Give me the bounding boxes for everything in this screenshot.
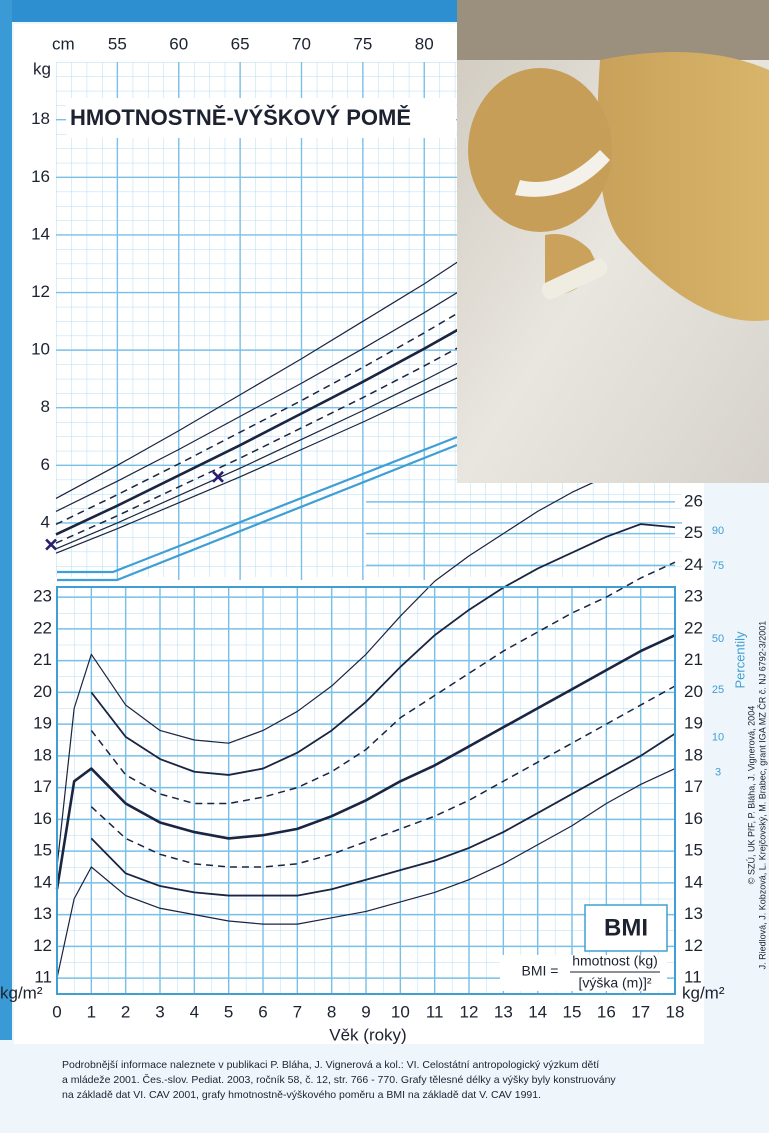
chart: HMOTNOSTNĚ-VÝŠKOVÝ POMĚ cm kg BMI BMI = …: [0, 0, 769, 1133]
credit-line: © SZÚ, UK PřF, P. Bláha, J. Vignerová, 2…: [746, 706, 756, 884]
y2-tick-label: 26: [684, 491, 703, 510]
x-tick-label: 70: [292, 34, 311, 53]
photo: [457, 0, 769, 483]
legend-label: 75: [712, 560, 724, 572]
x-tick-label: 4: [190, 1002, 199, 1021]
legend-label: 50: [712, 633, 724, 645]
page-body: {"chart_data": [ {"type": "line", "title…: [0, 0, 769, 1133]
formula-numerator: hmotnost (kg): [572, 953, 658, 969]
formula-left: BMI =: [522, 963, 559, 979]
y-tick-label: 4: [41, 512, 50, 531]
legend-label: 25: [712, 684, 724, 696]
x-tick-label: 2: [121, 1002, 130, 1021]
y2-tick-label: 15: [684, 841, 703, 860]
x-tick-label: 65: [231, 34, 250, 53]
x-tick-label: 10: [391, 1002, 410, 1021]
x-axis-unit: cm: [52, 34, 75, 53]
formula-denominator: [výška (m)]²: [578, 975, 651, 991]
y-tick-label: 16: [31, 167, 50, 186]
x-tick-label: 9: [361, 1002, 370, 1021]
x-tick-label: 1: [87, 1002, 96, 1021]
y-tick-label: 20: [33, 682, 52, 701]
x-tick-label: 5: [224, 1002, 233, 1021]
y-tick-label: 8: [41, 397, 50, 416]
x-tick-label: 11: [426, 1002, 444, 1021]
y2-tick-label: 25: [684, 523, 703, 542]
x-tick-label: 0: [52, 1002, 61, 1021]
y-tick-label: 13: [33, 904, 52, 923]
bmi-title: BMI: [604, 914, 648, 941]
x-tick-label: 75: [353, 34, 372, 53]
x-tick-label: 80: [415, 34, 434, 53]
legend-label: 3: [715, 766, 721, 778]
x-tick-label: 18: [666, 1002, 685, 1021]
page: Growth chart html, body { margin: 0; pad…: [0, 0, 769, 1133]
legend-label: 10: [712, 732, 724, 744]
footnote-line: a mládeže 2001. Čes.-slov. Pediat. 2003,…: [62, 1073, 616, 1086]
y-tick-label: 12: [31, 282, 50, 301]
y-tick-label: 16: [33, 809, 52, 828]
photo-head: [468, 68, 612, 232]
y2-tick-label: 14: [684, 872, 703, 891]
y-tick-label: 19: [33, 714, 52, 733]
y2-tick-label: 16: [684, 809, 703, 828]
y-tick-label: 10: [31, 340, 50, 359]
y2-tick-label: 12: [684, 936, 703, 955]
y-tick-label: 18: [33, 745, 52, 764]
x-tick-label: 17: [631, 1002, 650, 1021]
x-tick-label: 60: [169, 34, 188, 53]
y-tick-label: 17: [33, 777, 52, 796]
x-tick-label: 15: [563, 1002, 582, 1021]
y2-tick-label: 18: [684, 745, 703, 764]
y2-tick-label: 23: [684, 587, 703, 606]
y-tick-label: 23: [33, 587, 52, 606]
x-tick-label: 12: [460, 1002, 479, 1021]
y2-tick-label: 11: [684, 968, 702, 987]
x-tick-label: 16: [597, 1002, 616, 1021]
percentile-title: Percentily: [732, 631, 747, 689]
y2-tick-label: 21: [684, 650, 703, 669]
y2-tick-label: 19: [684, 714, 703, 733]
y-tick-label: 15: [33, 841, 52, 860]
x-tick-label: 3: [155, 1002, 164, 1021]
y-tick-label: 6: [41, 455, 50, 474]
y-tick-label: 11: [34, 968, 52, 987]
footnote-line: na základě dat VI. CAV 2001, grafy hmotn…: [62, 1089, 541, 1101]
left-strip: [0, 0, 12, 1040]
y2-tick-label: 20: [684, 682, 703, 701]
x-tick-label: 14: [528, 1002, 547, 1021]
credit-line: J. Riedlová, J. Kobzová, L. Krejčovský, …: [757, 621, 767, 970]
y-tick-label: 14: [31, 224, 50, 243]
y-tick-label: 18: [31, 109, 50, 128]
y-tick-label: 22: [33, 618, 52, 637]
footnote-line: Podrobnější informace naleznete v publik…: [62, 1059, 599, 1071]
photo-wall: [457, 0, 769, 60]
top-title: HMOTNOSTNĚ-VÝŠKOVÝ POMĚ: [70, 105, 411, 130]
x-tick-label: 13: [494, 1002, 513, 1021]
bmi-x-label: Věk (roky): [329, 1025, 406, 1044]
y2-tick-label: 13: [684, 904, 703, 923]
x-tick-label: 7: [293, 1002, 302, 1021]
x-tick-label: 8: [327, 1002, 336, 1021]
y-tick-label: 14: [33, 872, 52, 891]
x-tick-label: 6: [258, 1002, 267, 1021]
y2-tick-label: 22: [684, 618, 703, 637]
x-tick-label: 55: [108, 34, 127, 53]
y-tick-label: 12: [33, 936, 52, 955]
y-tick-label: 21: [33, 650, 52, 669]
y2-tick-label: 24: [684, 555, 703, 574]
y-axis-unit: kg: [33, 59, 51, 78]
y2-tick-label: 17: [684, 777, 703, 796]
legend-label: 90: [712, 525, 724, 537]
